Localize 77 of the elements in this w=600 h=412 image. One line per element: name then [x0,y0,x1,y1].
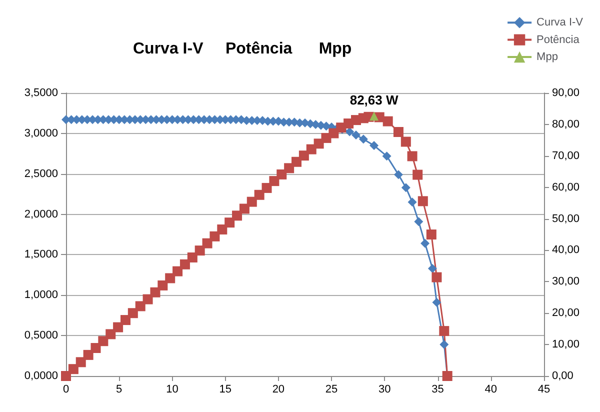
point [393,126,404,137]
point [298,150,309,161]
y2-tick-label: 50,00 [552,212,580,225]
point [61,371,71,381]
point [90,343,101,354]
y-tick-label: 2,0000 [24,208,58,220]
point [202,238,212,248]
y2-tick-label: 60,00 [552,181,580,194]
point [187,252,198,262]
y2-tick-label: 90,00 [552,87,580,99]
x-tick-label: 45 [538,384,550,396]
y2-tick-label: 70,00 [552,150,580,162]
legend-label: Potência [536,34,580,46]
x-tick-label: 0 [62,384,70,396]
y2-tick-label: 0,00 [552,370,574,382]
point [418,196,428,206]
point [180,259,190,270]
y-tick-label: 2,5000 [24,168,58,180]
y-tick-label: 0,5000 [24,330,58,342]
point [370,112,379,121]
point [142,294,153,304]
point [150,287,160,298]
y2-tick-label: 10,00 [552,338,580,351]
point [254,190,264,200]
point [412,170,423,180]
point [135,301,146,312]
x-tick-label: 10 [166,384,178,396]
point [68,364,78,374]
point [400,136,411,147]
point [158,280,168,290]
data-label: 82,63 W [350,92,399,108]
point [172,266,183,276]
point [194,246,205,256]
y-tick-label: 3,0000 [24,127,58,140]
point [262,182,272,193]
point [165,273,176,284]
point [246,196,257,207]
point [432,272,442,282]
y-tick-label: 3,5000 [24,87,58,99]
point [217,224,228,234]
y2-tick-label: 20,00 [552,307,580,320]
x-tick-label: 5 [116,384,122,396]
legend-label: Mpp [536,51,558,63]
y2-tick-label: 80,00 [552,118,580,130]
point [407,151,418,162]
point [284,163,294,174]
x-tick-label: 15 [219,384,232,396]
point [224,218,235,228]
y-tick-label: 1,5000 [24,248,58,261]
point [382,116,393,126]
y-tick-label: 1,0000 [24,289,58,302]
x-tick-label: 35 [432,384,444,396]
point [106,329,116,340]
point [269,176,280,186]
point [426,230,436,240]
point [232,210,242,221]
y2-tick-label: 40,00 [552,244,580,256]
legend-label: Curva I-V [536,16,584,29]
point [83,350,94,360]
point [210,231,220,242]
x-tick-label: 40 [484,384,498,396]
point [98,336,108,346]
point [439,326,450,336]
point [306,144,316,154]
point [239,204,250,214]
x-tick-label: 20 [272,384,285,396]
y2-tick-label: 30,00 [552,276,580,288]
chart-title: Curva I-V Potência Mpp [133,40,352,58]
point [76,357,86,368]
point [128,308,138,318]
y-tick-label: 0,0000 [24,370,58,382]
x-tick-label: 25 [325,384,338,396]
point [292,156,302,167]
point [113,322,124,332]
x-tick-label: 30 [378,384,391,396]
point [120,315,130,326]
point [276,169,287,180]
